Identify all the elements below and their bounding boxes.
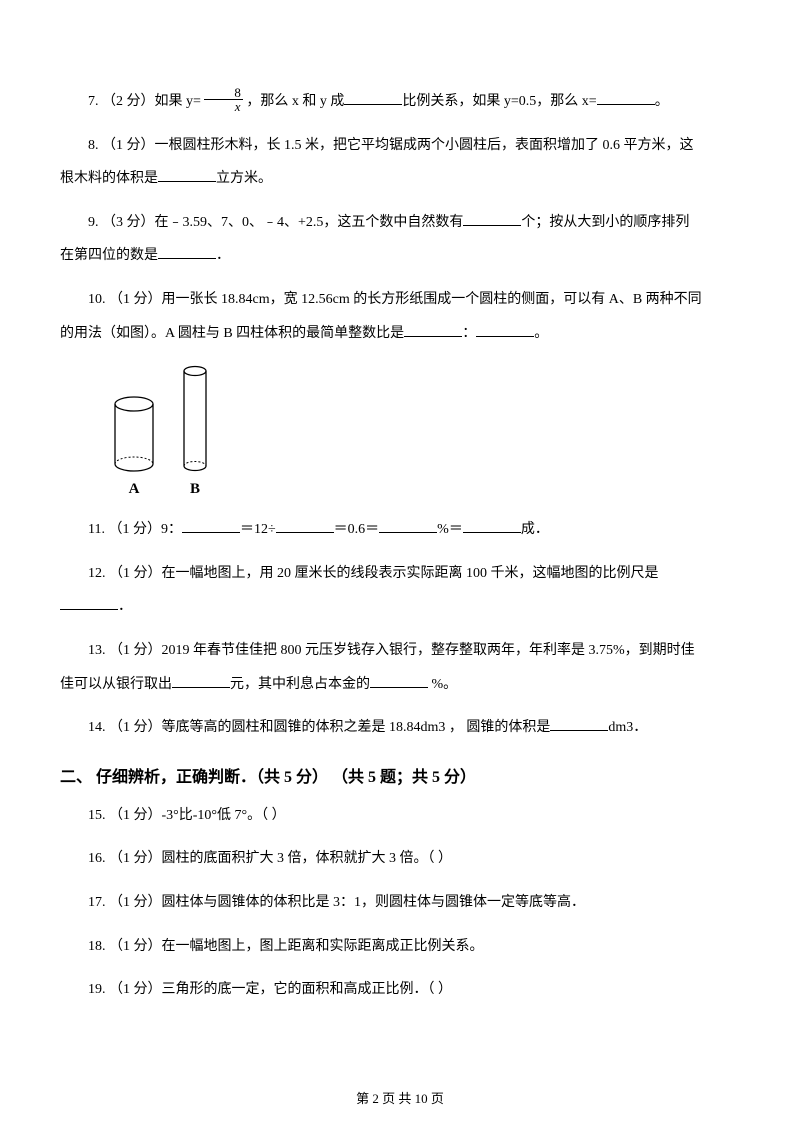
blank	[550, 715, 608, 731]
q10-line2b: ：	[462, 326, 476, 341]
q13-line2b: 元，其中利息占本金的	[230, 677, 370, 692]
q11-p2: ＝12÷	[240, 522, 276, 537]
blank	[463, 210, 521, 226]
q12-suffix: ．	[118, 599, 132, 614]
fraction-8-over-x: 8 x	[204, 86, 243, 113]
cylinder-b: B	[181, 365, 209, 498]
q14-prefix: 14. （1 分）等底等高的圆柱和圆锥的体积之差是 18.84dm3 ， 圆锥的…	[88, 720, 550, 735]
blank	[276, 517, 334, 533]
blank	[404, 321, 462, 337]
blank	[476, 321, 534, 337]
cylinder-a-icon	[112, 395, 156, 473]
q17-text: 17. （1 分）圆柱体与圆锥体的体积比是 3：1，则圆柱体与圆锥体一定等底等高…	[88, 895, 585, 910]
q9-mid: 个；按从大到小的顺序排列	[521, 215, 689, 230]
q7-mid2: 比例关系，如果 y=0.5，那么 x=	[402, 94, 596, 109]
question-12: 12. （1 分）在一幅地图上，用 20 厘米长的线段表示实际距离 100 千米…	[60, 557, 740, 624]
q11-p5: 成．	[521, 522, 549, 537]
question-15: 15. （1 分）-3°比-10°低 7°。（ ）	[60, 799, 740, 833]
q15-text: 15. （1 分）-3°比-10°低 7°。（ ）	[88, 808, 286, 823]
blank	[158, 166, 216, 182]
blank	[172, 672, 230, 688]
q9-line2a: 在第四位的数是	[60, 248, 158, 263]
q10-line2a: 的用法（如图）。A 圆柱与 B 四柱体积的最简单整数比是	[60, 326, 404, 341]
question-16: 16. （1 分）圆柱的底面积扩大 3 倍，体积就扩大 3 倍。（ ）	[60, 842, 740, 876]
question-11: 11. （1 分）9： ＝12÷ ＝0.6＝ %＝ 成．	[60, 513, 740, 547]
question-8: 8. （1 分）一根圆柱形木料，长 1.5 米，把它平均锯成两个小圆柱后，表面积…	[60, 129, 740, 196]
q7-prefix: 7. （2 分）如果 y=	[88, 94, 204, 109]
cylinder-diagram: A B	[112, 365, 740, 498]
question-18: 18. （1 分）在一幅地图上，图上距离和实际距离成正比例关系。	[60, 930, 740, 964]
q8-prefix: 8. （1 分）一根圆柱形木料，长 1.5 米，把它平均锯成两个小圆柱后，表面积…	[88, 138, 694, 153]
q7-mid1: ，那么 x 和 y 成	[246, 94, 344, 109]
blank	[463, 517, 521, 533]
q11-p4: %＝	[437, 522, 463, 537]
question-9: 9. （3 分）在﹣3.59、7、0、﹣4、+2.5，这五个数中自然数有 个；按从…	[60, 206, 740, 273]
q8-line2a: 根木料的体积是	[60, 171, 158, 186]
q18-text: 18. （1 分）在一幅地图上，图上距离和实际距离成正比例关系。	[88, 939, 484, 954]
blank	[370, 672, 428, 688]
q7-suffix: 。	[655, 94, 669, 109]
section-2-title: 二、 仔细辨析，正确判断．（共 5 分） （共 5 题；共 5 分）	[60, 763, 740, 787]
q8-line2b: 立方米。	[216, 171, 272, 186]
cylinder-a-label: A	[129, 481, 140, 498]
q16-text: 16. （1 分）圆柱的底面积扩大 3 倍，体积就扩大 3 倍。（ ）	[88, 851, 452, 866]
question-19: 19. （1 分）三角形的底一定，它的面积和高成正比例．（ ）	[60, 973, 740, 1007]
question-13: 13. （1 分）2019 年春节佳佳把 800 元压岁钱存入银行，整存整取两年…	[60, 634, 740, 701]
cylinder-b-label: B	[190, 481, 200, 498]
q19-text: 19. （1 分）三角形的底一定，它的面积和高成正比例．（ ）	[88, 982, 452, 997]
q10-line2c: 。	[534, 326, 548, 341]
blank	[344, 89, 402, 105]
blank	[597, 89, 655, 105]
blank	[60, 594, 118, 610]
q13-line2c: %。	[428, 677, 457, 692]
q14-suffix: dm3．	[608, 720, 647, 735]
page-footer: 第 2 页 共 10 页	[0, 1088, 800, 1107]
blank	[379, 517, 437, 533]
cylinder-b-icon	[181, 365, 209, 473]
question-14: 14. （1 分）等底等高的圆柱和圆锥的体积之差是 18.84dm3 ， 圆锥的…	[60, 711, 740, 745]
q12-prefix: 12. （1 分）在一幅地图上，用 20 厘米长的线段表示实际距离 100 千米…	[88, 566, 659, 581]
question-10: 10. （1 分）用一张长 18.84cm，宽 12.56cm 的长方形纸围成一…	[60, 283, 740, 350]
blank	[158, 243, 216, 259]
blank	[182, 517, 240, 533]
q9-prefix: 9. （3 分）在﹣3.59、7、0、﹣4、+2.5，这五个数中自然数有	[88, 215, 463, 230]
q9-line2b: ．	[216, 248, 230, 263]
q13-line2a: 佳可以从银行取出	[60, 677, 172, 692]
question-7: 7. （2 分）如果 y= 8 x ，那么 x 和 y 成 比例关系，如果 y=0…	[60, 85, 740, 119]
q10-prefix: 10. （1 分）用一张长 18.84cm，宽 12.56cm 的长方形纸围成一…	[88, 292, 702, 307]
cylinder-a: A	[112, 395, 156, 498]
q11-p3: ＝0.6＝	[334, 522, 380, 537]
question-17: 17. （1 分）圆柱体与圆锥体的体积比是 3：1，则圆柱体与圆锥体一定等底等高…	[60, 886, 740, 920]
q13-prefix: 13. （1 分）2019 年春节佳佳把 800 元压岁钱存入银行，整存整取两年…	[88, 643, 695, 658]
q11-prefix: 11. （1 分）9：	[88, 522, 182, 537]
